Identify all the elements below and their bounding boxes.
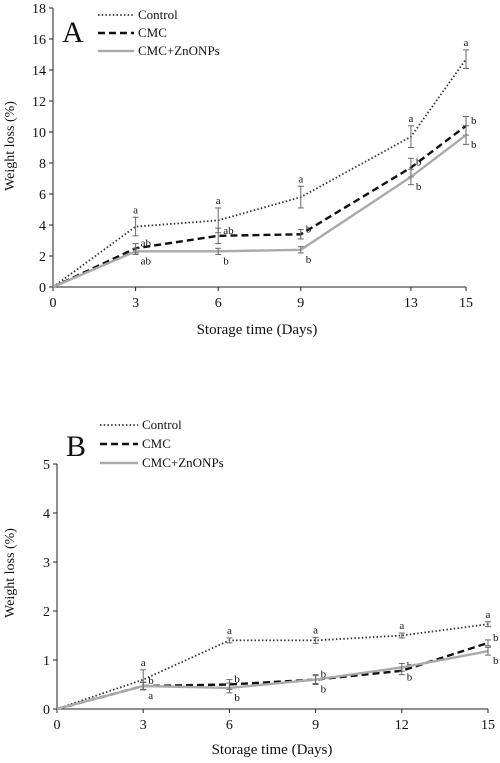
y-tick-label: 4 [39,219,46,234]
significance-label: a [216,195,221,207]
significance-label: a [148,690,153,702]
x-tick-label: 6 [215,296,222,311]
x-tick-label: 0 [50,296,57,311]
y-tick-label: 4 [43,507,50,522]
x-tick-label: 15 [481,718,495,733]
significance-label: b [223,255,229,267]
legend-b: Control CMC CMC+ZnONPs [100,417,224,470]
x-tick-label: 3 [132,296,139,311]
legend-a: Control CMC CMC+ZnONPs [98,7,220,58]
x-axis-label-b: Storage time (Days) [212,742,333,758]
y-tick-label: 12 [32,95,46,110]
x-tick-label: 12 [395,718,409,733]
legend-label-cmc-znonps: CMC+ZnONPs [138,43,220,58]
significance-label: b [493,632,499,644]
legend-label-cmc: CMC [138,25,167,40]
significance-label: a [133,204,138,216]
significance-label: b [493,655,499,667]
significance-label: b [416,181,422,193]
y-tick-label: 1 [43,654,50,669]
legend-label-control: Control [142,417,182,432]
x-tick-label: 6 [226,718,233,733]
significance-label: a [141,657,146,669]
significance-label: b [306,223,312,235]
y-tick-label: 0 [39,281,46,296]
panel-b: B Weight loss (%) Storage time (Days) 0 1… [3,417,499,758]
y-tick-label: 2 [43,605,50,620]
series-line-cmc [52,124,467,289]
legend-label-cmc-znonps: CMC+ZnONPs [142,455,224,470]
series-line-control [52,58,467,288]
legend-label-cmc: CMC [142,436,171,451]
y-tick-label: 6 [39,188,46,203]
significance-label: a [464,37,469,49]
significance-label: a [227,625,232,637]
significance-label: ab [141,237,152,249]
x-tick-label: 0 [54,718,61,733]
panel-label-a: A [62,16,84,49]
y-axis-label-a: Weight loss (%) [3,101,18,191]
y-tick-label: 18 [32,2,46,17]
significance-label: a [486,609,491,621]
panel-label-b: B [66,430,86,463]
y-tick-label: 8 [39,157,46,172]
x-tick-label: 9 [297,296,304,311]
significance-label: a [408,113,413,125]
significance-label: a [298,173,303,185]
y-tick-label: 14 [32,64,46,79]
panel-a: A Weight loss (%) Storage time (Days) 0 2… [3,2,477,338]
x-tick-label: 3 [140,718,147,733]
significance-label: b [471,115,477,127]
x-tick-label: 9 [312,718,319,733]
significance-label: b [234,692,240,704]
legend-label-control: Control [138,7,178,22]
series-line-cmc-znonps [56,650,489,711]
x-tick-label: 15 [459,296,473,311]
y-tick-label: 0 [43,703,50,718]
significance-label: b [234,674,240,686]
x-tick-label: 13 [404,296,418,311]
significance-label: b [321,669,327,681]
significance-label: ab [223,225,234,237]
significance-label: a [313,624,318,636]
y-tick-label: 16 [32,33,46,48]
series-line-control [56,623,489,710]
significance-label: b [416,157,422,169]
x-axis-label-a: Storage time (Days) [197,322,318,338]
y-axis-label-b: Weight loss (%) [3,528,18,618]
y-tick-label: 10 [32,126,46,141]
y-tick-label: 3 [43,556,50,571]
y-tick-label: 2 [39,250,46,265]
series-line-cmc [56,641,489,711]
series-line-cmc-znonps [52,134,467,289]
significance-label: a [399,620,404,632]
significance-label: b [407,671,413,683]
significance-label: b [148,675,154,687]
y-tick-label: 5 [43,458,50,473]
significance-label: b [471,139,477,151]
significance-label: b [306,254,312,266]
significance-label: ab [141,255,152,267]
significance-label: b [321,684,327,696]
